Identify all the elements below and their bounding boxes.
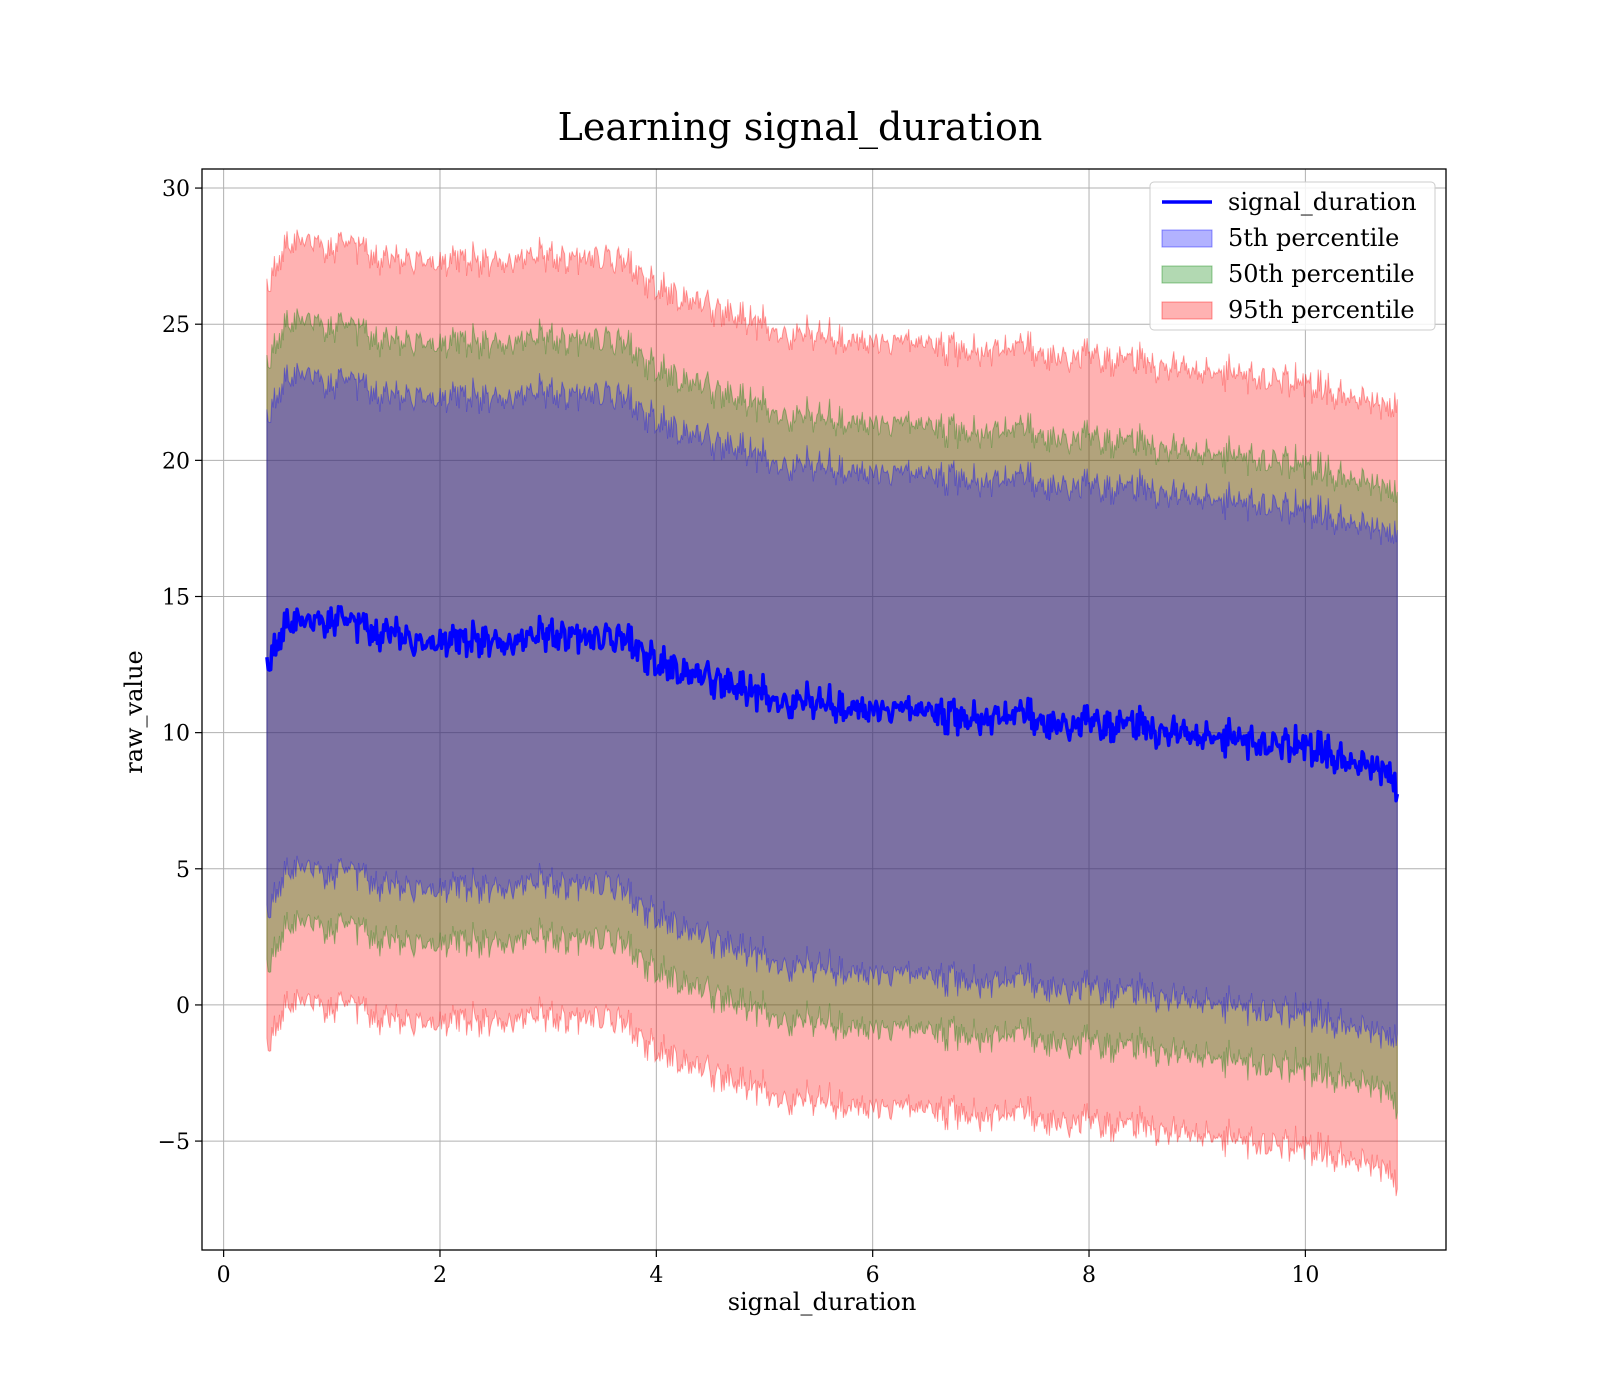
legend-swatch-band [1161,265,1213,284]
x-tick-label: 0 [217,1263,231,1288]
series-lines [265,604,1400,803]
y-axis-label: raw_value [120,650,148,774]
y-tick-label: 10 [162,722,190,747]
x-tick-label: 2 [433,1263,447,1288]
plot-frame [201,168,1447,1251]
axes: 0 2 4 6 8 10 −5 0 5 10 15 20 25 30 [158,168,1447,1288]
legend-label: signal_duration [1228,188,1417,216]
y-tick-label: 20 [162,449,190,474]
legend-label: 50th percentile [1228,260,1415,288]
y-tick-label: 0 [176,994,190,1019]
y-tick-label: 15 [162,585,190,610]
legend-swatch-band [1161,301,1213,320]
x-tick-label: 4 [649,1263,663,1288]
y-tick-label: 25 [162,313,190,338]
legend: signal_duration 5th percentile 50th percen… [1149,181,1436,331]
y-tick-label: 30 [162,177,190,202]
y-tick-label: −5 [158,1130,190,1155]
legend-label: 5th percentile [1228,224,1399,252]
y-tick-label: 5 [176,858,190,883]
x-axis-label: signal_duration [728,1288,917,1316]
x-tick-label: 10 [1291,1263,1319,1288]
chart-title: Learning signal_duration [558,105,1043,150]
legend-swatch-band [1161,229,1213,248]
x-tick-label: 8 [1082,1263,1096,1288]
x-tick-label: 6 [866,1263,880,1288]
legend-label: 95th percentile [1228,296,1415,324]
legend-box [1149,181,1436,331]
line-signal_duration [265,604,1400,803]
